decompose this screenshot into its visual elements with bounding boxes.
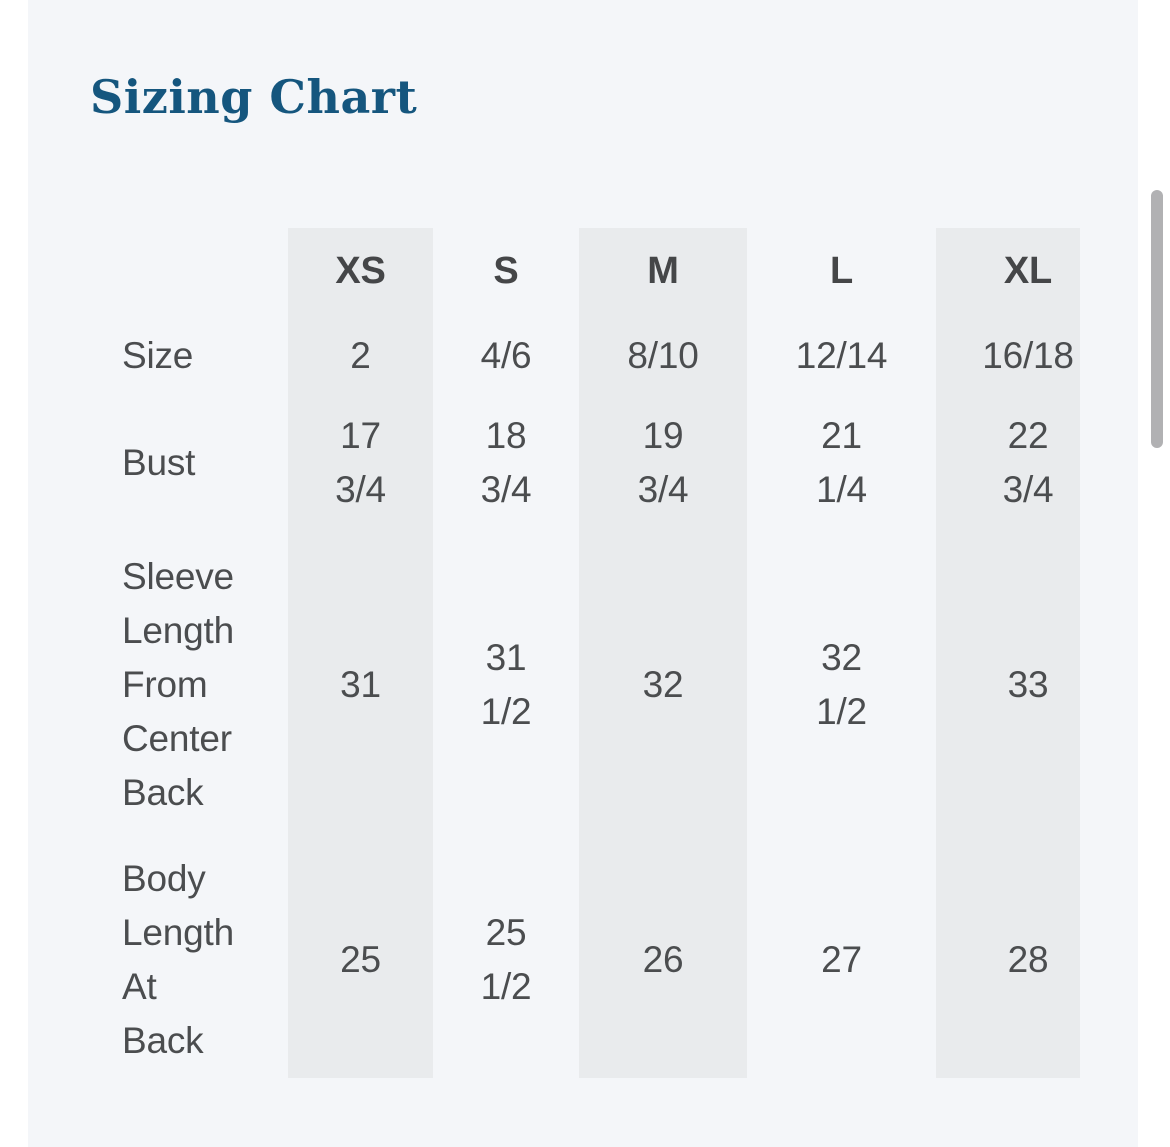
- cell-size-xl: 16/18: [982, 334, 1074, 376]
- cell-sleeve-l: 32 1/2: [816, 636, 867, 732]
- vertical-scrollbar-thumb[interactable]: [1151, 190, 1163, 448]
- row-label-sleeve-length: Sleeve Length From Center Back: [122, 555, 234, 813]
- cell-size-xs: 2: [350, 334, 371, 376]
- cell-body-m: 26: [642, 938, 684, 980]
- cell-bust-xs: 17 3/4: [335, 415, 386, 510]
- table-row-bust: Bust 17 3/4 18 3/4 19 3/4 21 1/4 22 3/4: [120, 398, 1120, 528]
- cell-size-s: 4/6: [480, 334, 532, 376]
- column-stripe-xs: [288, 228, 433, 1078]
- col-header-s: S: [493, 249, 519, 292]
- table-row-sleeve-length: Sleeve Length From Center Back 31 31 1/2…: [120, 528, 1120, 841]
- col-header-m: M: [647, 249, 679, 292]
- table-row-size: Size 2 4/6 8/10 12/14 16/18: [120, 313, 1120, 398]
- table-header-row: XS S M L XL: [120, 228, 1120, 313]
- col-header-xs: XS: [335, 249, 386, 292]
- row-label-size: Size: [122, 334, 194, 376]
- cell-size-m: 8/10: [627, 334, 699, 376]
- cell-bust-l: 21 1/4: [816, 415, 867, 510]
- col-header-xl: XL: [1003, 249, 1053, 292]
- cell-sleeve-m: 32: [642, 663, 684, 705]
- row-label-body-length: Body Length At Back: [122, 857, 234, 1061]
- cell-body-l: 27: [821, 938, 862, 980]
- cell-body-s: 25 1/2: [480, 911, 532, 1007]
- cell-body-xs: 25: [340, 938, 381, 980]
- cell-bust-m: 19 3/4: [637, 415, 689, 510]
- col-header-l: L: [829, 249, 853, 292]
- row-label-bust: Bust: [122, 442, 196, 483]
- cell-bust-xl: 22 3/4: [1002, 415, 1054, 510]
- column-stripe-m: [579, 228, 747, 1078]
- sizing-table: XS S M L XL Size 2 4/6 8/10 12/14 16/18 …: [120, 228, 1120, 1078]
- cell-bust-s: 18 3/4: [480, 415, 532, 510]
- cell-body-xl: 28: [1007, 938, 1049, 980]
- cell-sleeve-xl: 33: [1007, 663, 1049, 705]
- cell-sleeve-s: 31 1/2: [480, 636, 532, 732]
- table-row-body-length: Body Length At Back 25 25 1/2 26 27 28: [120, 841, 1120, 1078]
- header-spacer-cell: [120, 228, 288, 313]
- cell-size-l: 12/14: [795, 334, 888, 376]
- page-title: Sizing Chart: [90, 69, 418, 124]
- column-stripe-xl: [936, 228, 1080, 1078]
- cell-sleeve-xs: 31: [340, 663, 381, 705]
